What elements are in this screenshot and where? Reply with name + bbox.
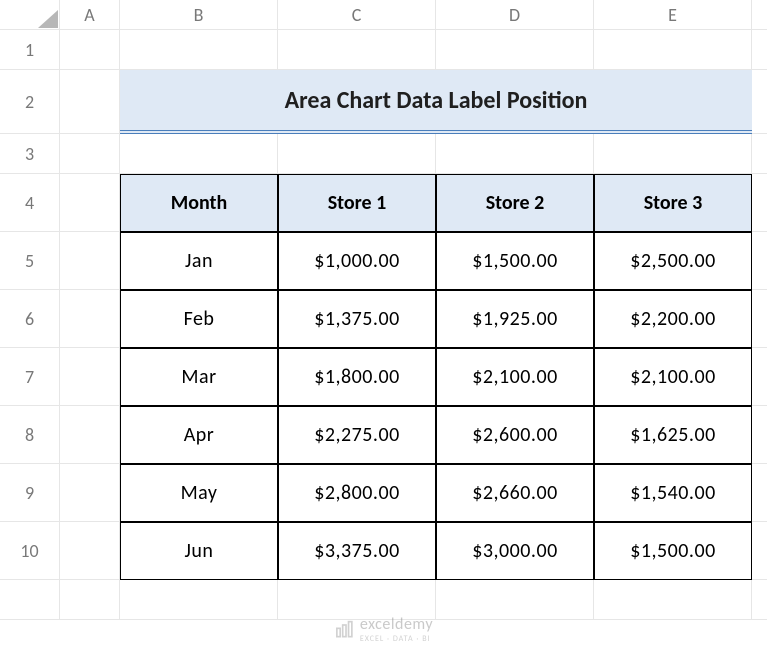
cell-C3[interactable]: [278, 134, 436, 174]
cell-F9: [752, 464, 767, 522]
table-row[interactable]: $2,100.00: [436, 348, 594, 406]
watermark: exceldemy EXCEL · DATA · BI: [334, 615, 433, 644]
row-header-3[interactable]: 3: [0, 134, 60, 174]
cell-F8b: [752, 406, 767, 464]
table-row[interactable]: $1,375.00: [278, 290, 436, 348]
table-header-store2[interactable]: Store 2: [436, 174, 594, 232]
row-header-overflow: [0, 580, 60, 620]
cell-C1[interactable]: [278, 30, 436, 70]
table-row[interactable]: $1,625.00: [594, 406, 752, 464]
cell-F3: [752, 134, 767, 174]
col-header-B[interactable]: B: [120, 0, 278, 30]
table-row[interactable]: $1,500.00: [594, 522, 752, 580]
table-row[interactable]: Mar: [120, 348, 278, 406]
spreadsheet-grid[interactable]: A B C D E 1 2 3 4 5 6 7 8 9 10 Area Char…: [0, 0, 767, 620]
table-row[interactable]: $1,540.00: [594, 464, 752, 522]
table-row[interactable]: Jan: [120, 232, 278, 290]
watermark-text: exceldemy: [360, 615, 433, 634]
cell-F4: [752, 174, 767, 232]
table-row[interactable]: $2,660.00: [436, 464, 594, 522]
table-row[interactable]: Apr: [120, 406, 278, 464]
row-header-5[interactable]: 5: [0, 232, 60, 290]
table-row[interactable]: Feb: [120, 290, 278, 348]
table-row[interactable]: $2,500.00: [594, 232, 752, 290]
cell-A1[interactable]: [60, 30, 120, 70]
table-row[interactable]: Jun: [120, 522, 278, 580]
col-header-D[interactable]: D: [436, 0, 594, 30]
cell-B3[interactable]: [120, 134, 278, 174]
cell-D-overflow: [436, 580, 594, 620]
cell-A9[interactable]: [60, 464, 120, 522]
watermark-subtext: EXCEL · DATA · BI: [360, 634, 433, 644]
cell-F-overflow: [752, 580, 767, 620]
table-row[interactable]: $1,800.00: [278, 348, 436, 406]
table-row[interactable]: May: [120, 464, 278, 522]
cell-E3[interactable]: [594, 134, 752, 174]
cell-A7[interactable]: [60, 348, 120, 406]
cell-F1: [752, 30, 767, 70]
table-row[interactable]: $2,275.00: [278, 406, 436, 464]
cell-F2: [752, 70, 767, 134]
row-header-10[interactable]: 10: [0, 522, 60, 580]
cell-F7: [752, 348, 767, 406]
cell-A-overflow: [60, 580, 120, 620]
cell-A8[interactable]: [60, 406, 120, 464]
table-header-store1[interactable]: Store 1: [278, 174, 436, 232]
cell-F5: [752, 232, 767, 290]
table-row[interactable]: $2,600.00: [436, 406, 594, 464]
cell-A10[interactable]: [60, 522, 120, 580]
table-row[interactable]: $1,500.00: [436, 232, 594, 290]
cell-D3[interactable]: [436, 134, 594, 174]
col-header-C[interactable]: C: [278, 0, 436, 30]
table-header-month[interactable]: Month: [120, 174, 278, 232]
cell-A6[interactable]: [60, 290, 120, 348]
col-header-E[interactable]: E: [594, 0, 752, 30]
table-row[interactable]: $3,000.00: [436, 522, 594, 580]
cell-A4[interactable]: [60, 174, 120, 232]
table-row[interactable]: $2,800.00: [278, 464, 436, 522]
cell-A3[interactable]: [60, 134, 120, 174]
table-row[interactable]: $1,000.00: [278, 232, 436, 290]
cell-D1[interactable]: [436, 30, 594, 70]
col-header-A[interactable]: A: [60, 0, 120, 30]
row-header-1[interactable]: 1: [0, 30, 60, 70]
table-row[interactable]: $3,375.00: [278, 522, 436, 580]
cell-C-overflow: [278, 580, 436, 620]
row-header-4[interactable]: 4: [0, 174, 60, 232]
watermark-icon: [334, 620, 354, 640]
cell-A5[interactable]: [60, 232, 120, 290]
row-header-7[interactable]: 7: [0, 348, 60, 406]
cell-F10: [752, 522, 767, 580]
row-header-2[interactable]: 2: [0, 70, 60, 134]
select-all-corner[interactable]: [0, 0, 60, 30]
cell-B-overflow: [120, 580, 278, 620]
col-header-overflow: [752, 0, 767, 30]
page-title[interactable]: Area Chart Data Label Position: [120, 70, 752, 134]
table-row[interactable]: $2,200.00: [594, 290, 752, 348]
row-header-9[interactable]: 9: [0, 464, 60, 522]
cell-B1[interactable]: [120, 30, 278, 70]
table-row[interactable]: $1,925.00: [436, 290, 594, 348]
row-header-6[interactable]: 6: [0, 290, 60, 348]
cell-E1[interactable]: [594, 30, 752, 70]
row-header-8[interactable]: 8: [0, 406, 60, 464]
cell-F6: [752, 290, 767, 348]
table-header-store3[interactable]: Store 3: [594, 174, 752, 232]
cell-E-overflow: [594, 580, 752, 620]
cell-A2[interactable]: [60, 70, 120, 134]
table-row[interactable]: $2,100.00: [594, 348, 752, 406]
